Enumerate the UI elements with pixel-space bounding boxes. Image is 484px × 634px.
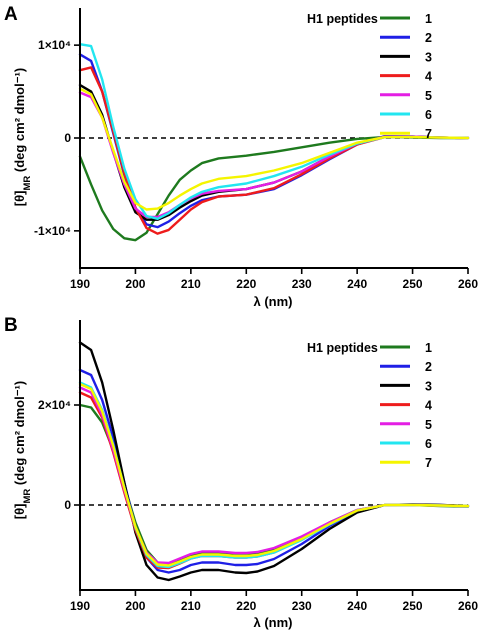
panel-b: B [θ]MR (deg cm² dmol⁻¹) 190 200 210 220 230… [4,315,478,630]
panel-a-x-tick-label: 240 [347,277,367,291]
panel-a-legend-title: H1 peptides [307,12,378,26]
panel-b-legend-label-7: 7 [425,456,432,470]
panel-a-legend-label-3: 3 [425,50,432,64]
panel-b-x-tick-label: 220 [236,599,256,613]
panel-a-plot: 190 200 210 220 230 240 250 260 1×10⁴ 0 -1×10⁴ H1 p… [34,8,478,291]
panel-b-legend-label-1: 1 [425,341,432,355]
panel-a-x-tick-label: 190 [70,277,90,291]
panel-b-x-tick-label: 200 [125,599,145,613]
panel-a-x-tick-label: 260 [458,277,478,291]
panel-a-legend-label-6: 6 [425,108,432,122]
panel-b-x-tick-label: 190 [70,599,90,613]
panel-a-series-7-line [78,87,470,211]
panel-b-x-tick-label: 260 [458,599,478,613]
panel-b-series-7-line [78,382,470,567]
panel-b-x-tick-label: 240 [347,599,367,613]
panel-a-series-2-line [78,53,470,229]
panel-b-y-tick-label: 2×10⁴ [38,398,71,412]
panel-a: A [θ]MR (deg cm² dmol⁻¹) 190 200 210 220 230… [4,4,478,309]
panel-a-x-tick-label: 220 [236,277,256,291]
panel-a-series-5-line [78,91,470,219]
panel-b-plot: 190 200 210 220 230 240 250 260 2×10⁴ 0 H1 peptide… [38,320,478,613]
panel-a-x-tick-label: 230 [292,277,312,291]
panel-b-legend-label-2: 2 [425,360,432,374]
panel-a-y-axis-label: [θ]MR (deg cm² dmol⁻¹) [12,68,33,206]
panel-a-legend-label-5: 5 [425,89,432,103]
panel-a-x-tick-label: 250 [403,277,423,291]
panel-a-series-6-line [78,43,470,220]
panel-b-x-tick-label: 210 [181,599,201,613]
panel-a-y-axis-label-sub: MR [22,176,33,191]
panel-b-legend-title: H1 peptides [307,341,378,355]
panel-a-y-axis-label-main: [θ] [12,191,27,207]
panel-b-legend-label-3: 3 [425,379,432,393]
panel-a-legend-label-7: 7 [425,127,432,141]
panel-b-y-axis-label-unit: (deg cm² dmol⁻¹) [12,381,27,489]
panel-b-legend-label-6: 6 [425,437,432,451]
panel-b-y-axis-label-main: [θ] [12,504,27,520]
panel-b-y-tick-label: 0 [64,498,71,512]
panel-a-x-axis-label: λ (nm) [254,294,293,309]
panel-b-series-3-line [78,341,470,582]
panel-b-letter: B [4,315,18,336]
panel-a-y-tick-label: -1×10⁴ [34,224,71,238]
panel-a-x-tick-label: 210 [181,277,201,291]
panel-b-x-tick-label: 250 [403,599,423,613]
panel-b-legend-label-5: 5 [425,418,432,432]
panel-b-y-axis-label-sub: MR [22,489,33,504]
panel-a-y-tick-label: 1×10⁴ [38,38,71,52]
panel-b-x-axis-label: λ (nm) [254,615,293,630]
panel-a-legend-label-4: 4 [425,70,432,84]
panel-a-letter: A [4,4,18,25]
panel-a-series-4-line [78,66,470,235]
panel-b-legend-label-4: 4 [425,399,432,413]
panel-a-legend-label-1: 1 [425,12,432,26]
panel-b-x-tick-label: 230 [292,599,312,613]
panel-a-x-tick-label: 200 [125,277,145,291]
panel-a-legend-label-2: 2 [425,31,432,45]
panel-b-y-axis-label: [θ]MR (deg cm² dmol⁻¹) [12,381,33,519]
panel-a-y-axis-label-unit: (deg cm² dmol⁻¹) [12,68,27,176]
panel-a-series-1-line [78,135,470,242]
panel-a-y-tick-label: 0 [64,131,71,145]
